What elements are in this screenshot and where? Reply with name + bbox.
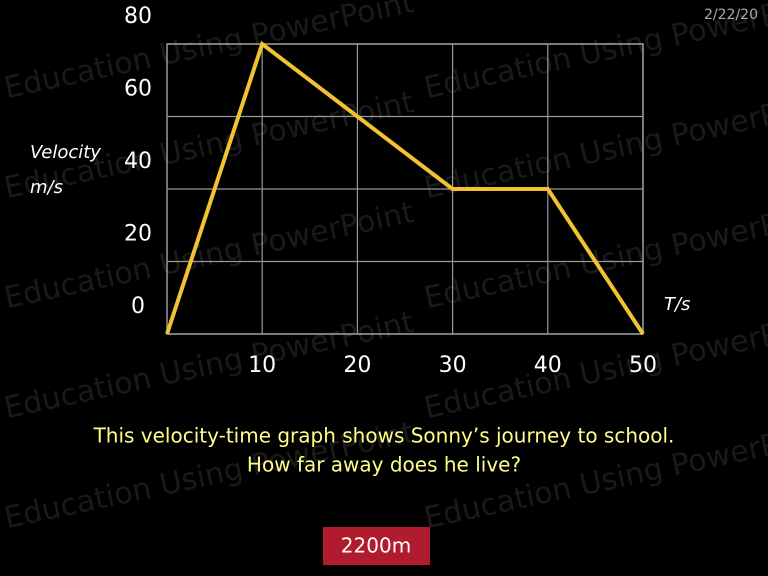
question-line: This velocity-time graph shows Sonny’s j… [93,424,675,448]
y-tick-label: 80 [124,4,152,29]
x-axis-label: T/s [664,294,690,315]
x-tick-label: 50 [629,353,657,378]
x-tick-label: 20 [343,353,371,378]
y-axis-unit: m/s [30,177,63,198]
x-tick-label: 10 [248,353,276,378]
y-tick-label: 40 [124,149,152,174]
x-tick-label: 40 [534,353,562,378]
answer-box [323,527,430,565]
y-axis-label: Velocity [30,142,101,163]
y-tick-label: 60 [124,77,152,102]
y-tick-label: 0 [131,294,145,319]
velocity-line [165,40,645,336]
question-line: How far away does he live? [247,453,521,477]
y-tick-label: 20 [124,222,152,247]
answer: 2200m [341,534,411,558]
x-tick-label: 30 [439,353,467,378]
date: 2/22/20 [704,7,758,23]
